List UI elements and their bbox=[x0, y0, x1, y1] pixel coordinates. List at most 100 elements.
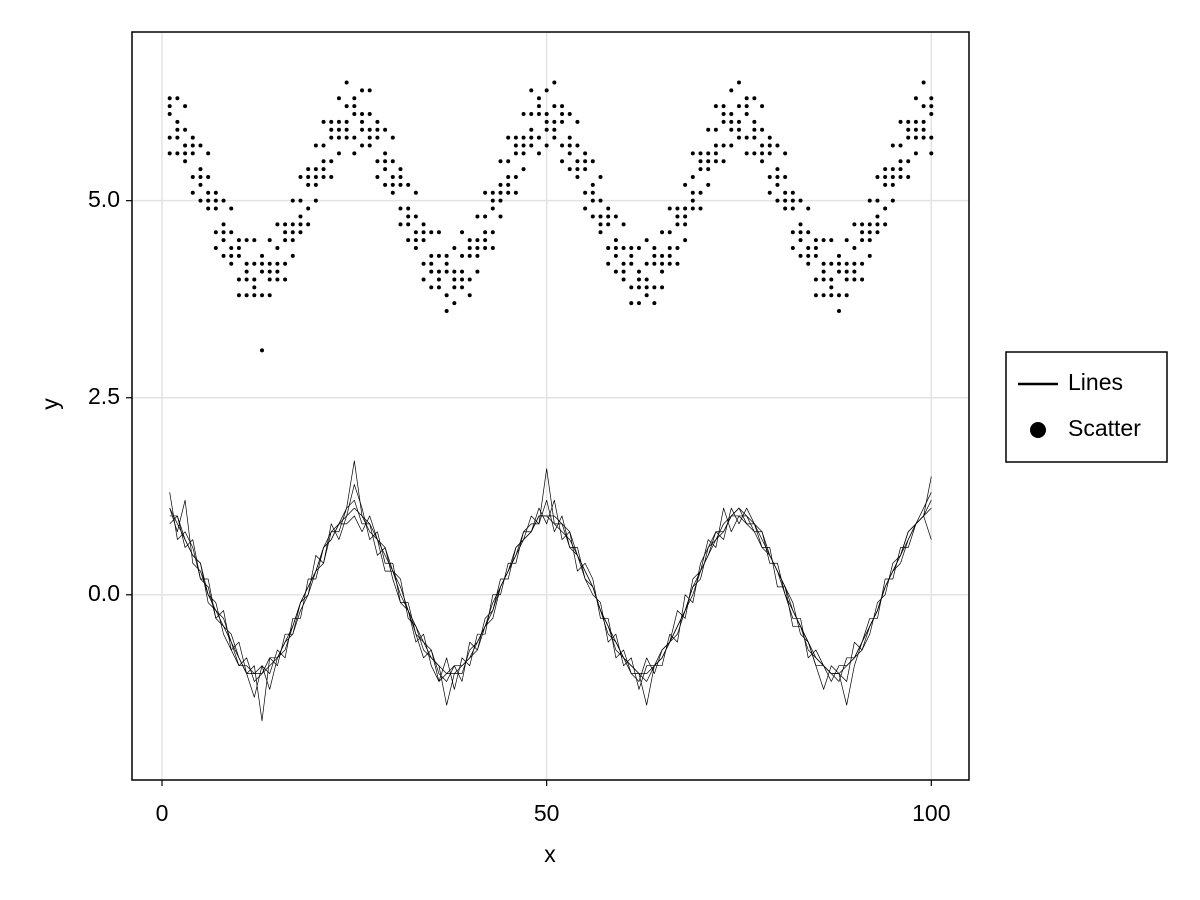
plot-frame bbox=[131, 31, 970, 781]
scatter-point bbox=[398, 222, 403, 227]
scatter-point bbox=[552, 135, 557, 140]
scatter-point bbox=[360, 111, 365, 116]
scatter-point bbox=[352, 151, 357, 156]
scatter-point bbox=[190, 143, 195, 148]
scatter-point bbox=[813, 277, 818, 282]
scatter-point bbox=[406, 222, 411, 227]
scatter-point bbox=[906, 159, 911, 164]
scatter-point bbox=[783, 151, 788, 156]
legend-label: Lines bbox=[1068, 369, 1123, 395]
scatter-point bbox=[706, 182, 711, 187]
scatter-point bbox=[667, 245, 672, 250]
scatter-point bbox=[890, 182, 895, 187]
scatter-point bbox=[252, 238, 257, 243]
scatter-point bbox=[267, 238, 272, 243]
scatter-point bbox=[267, 277, 272, 282]
scatter-point bbox=[744, 96, 749, 101]
scatter-point bbox=[206, 198, 211, 203]
scatter-point bbox=[321, 175, 326, 180]
scatter-point bbox=[552, 119, 557, 124]
scatter-point bbox=[790, 245, 795, 250]
scatter-point bbox=[898, 175, 903, 180]
scatter-point bbox=[913, 96, 918, 101]
scatter-point bbox=[875, 214, 880, 219]
scatter-point bbox=[860, 277, 865, 282]
scatter-point bbox=[167, 151, 172, 156]
scatter-point bbox=[629, 301, 634, 306]
scatter-point bbox=[283, 238, 288, 243]
scatter-point bbox=[621, 261, 626, 266]
scatter-point bbox=[213, 245, 218, 250]
scatter-point bbox=[921, 80, 926, 85]
scatter-point bbox=[852, 222, 857, 227]
scatter-point bbox=[883, 222, 888, 227]
scatter-point bbox=[567, 143, 572, 148]
scatter-point bbox=[660, 269, 665, 274]
scatter-point bbox=[913, 119, 918, 124]
scatter-point bbox=[836, 269, 841, 274]
scatter-point bbox=[860, 261, 865, 266]
scatter-point bbox=[313, 143, 318, 148]
scatter-point bbox=[329, 127, 334, 132]
scatter-point bbox=[898, 167, 903, 172]
scatter-point bbox=[544, 119, 549, 124]
scatter-point bbox=[575, 119, 580, 124]
scatter-point bbox=[621, 277, 626, 282]
scatter-point bbox=[444, 253, 449, 258]
scatter-point bbox=[560, 119, 565, 124]
scatter-point bbox=[767, 143, 772, 148]
scatter-point bbox=[890, 198, 895, 203]
scatter-point bbox=[913, 135, 918, 140]
scatter-point bbox=[867, 222, 872, 227]
scatter-point bbox=[367, 135, 372, 140]
scatter-point bbox=[529, 111, 534, 116]
scatter-point bbox=[844, 293, 849, 298]
scatter-point bbox=[444, 309, 449, 314]
scatter-point bbox=[413, 214, 418, 219]
scatter-point bbox=[275, 277, 280, 282]
scatter-point bbox=[383, 127, 388, 132]
scatter-point bbox=[252, 285, 257, 290]
scatter-point bbox=[867, 238, 872, 243]
scatter-point bbox=[329, 159, 334, 164]
scatter-point bbox=[313, 182, 318, 187]
scatter-point bbox=[636, 245, 641, 250]
scatter-point bbox=[790, 230, 795, 235]
scatter-point bbox=[367, 143, 372, 148]
scatter-point bbox=[490, 245, 495, 250]
scatter-point bbox=[544, 143, 549, 148]
scatter-point bbox=[244, 293, 249, 298]
scatter-point bbox=[421, 222, 426, 227]
scatter-point bbox=[560, 143, 565, 148]
scatter-point bbox=[752, 119, 757, 124]
scatter-point bbox=[790, 190, 795, 195]
scatter-point bbox=[290, 222, 295, 227]
scatter-point bbox=[190, 151, 195, 156]
scatter-point bbox=[775, 167, 780, 172]
scatter-point bbox=[206, 190, 211, 195]
scatter-point bbox=[398, 175, 403, 180]
scatter-point bbox=[298, 214, 303, 219]
scatter-point bbox=[413, 238, 418, 243]
scatter-point bbox=[836, 261, 841, 266]
scatter-point bbox=[598, 175, 603, 180]
scatter-point bbox=[506, 175, 511, 180]
scatter-point bbox=[660, 230, 665, 235]
scatter-point bbox=[175, 151, 180, 156]
scatter-point bbox=[560, 111, 565, 116]
scatter-point bbox=[775, 175, 780, 180]
scatter-point bbox=[729, 127, 734, 132]
scatter-point bbox=[767, 151, 772, 156]
scatter-point bbox=[752, 151, 757, 156]
scatter-point bbox=[806, 206, 811, 211]
scatter-point bbox=[490, 206, 495, 211]
scatter-point bbox=[583, 190, 588, 195]
scatter-point bbox=[698, 206, 703, 211]
scatter-point bbox=[483, 245, 488, 250]
scatter-point bbox=[836, 253, 841, 258]
scatter-point bbox=[829, 261, 834, 266]
scatter-point bbox=[629, 261, 634, 266]
scatter-point bbox=[452, 245, 457, 250]
scatter-point bbox=[698, 167, 703, 172]
scatter-point bbox=[467, 293, 472, 298]
